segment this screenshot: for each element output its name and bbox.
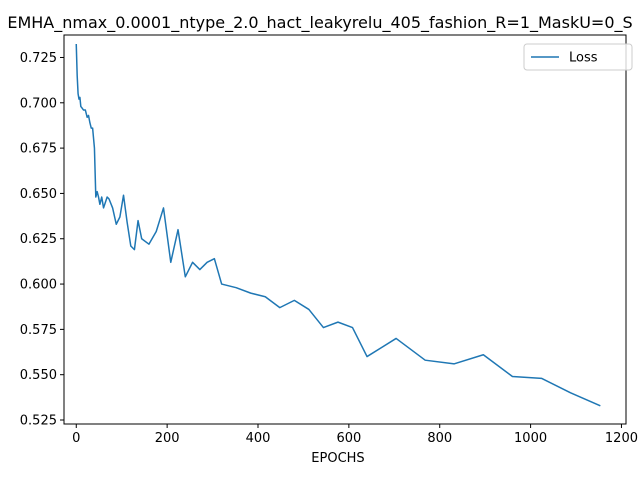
- x-tick-label: 0: [72, 431, 80, 446]
- legend-box: [523, 43, 633, 71]
- y-tick-label: 0.575: [20, 323, 57, 338]
- y-tick-label: 0.725: [20, 51, 57, 66]
- plot-area: 0 200 400 600 800 1000 1200 0.525 0.550 0.575 0.60…: [20, 34, 638, 446]
- x-tick-label: 1200: [605, 431, 638, 446]
- x-tick-label: 400: [246, 431, 271, 446]
- x-tick-label: 1000: [514, 431, 547, 446]
- x-tick-label: 800: [427, 431, 452, 446]
- y-tick-label: 0.700: [20, 96, 57, 111]
- x-tick-label: 600: [336, 431, 361, 446]
- axes-frame: [63, 34, 627, 425]
- y-tick-label: 0.600: [20, 278, 57, 293]
- series-line-loss: [75, 44, 601, 407]
- y-tick-label: 0.650: [20, 187, 57, 202]
- y-tick-label: 0.625: [20, 232, 57, 247]
- y-tick-label: 0.550: [20, 368, 57, 383]
- legend-label-loss: Loss: [569, 51, 598, 66]
- x-tick-label: 200: [155, 431, 180, 446]
- x-axis-title: EPOCHS: [311, 451, 364, 466]
- legend: Loss: [523, 43, 633, 71]
- y-tick-label: 0.525: [20, 414, 57, 429]
- y-tick-label: 0.675: [20, 142, 57, 157]
- chart-title: EMHA_nmax_0.0001_ntype_2.0_hact_leakyrel…: [7, 13, 632, 33]
